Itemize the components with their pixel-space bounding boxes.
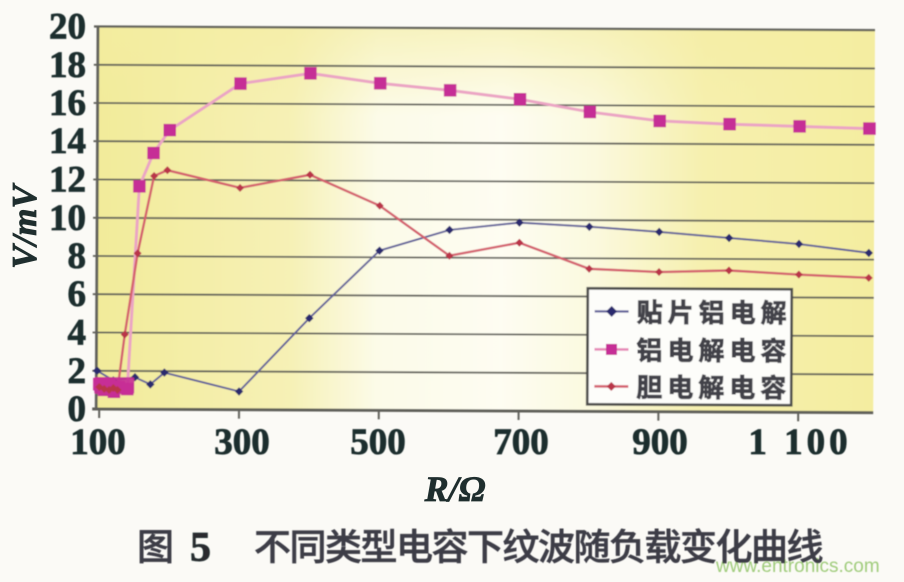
svg-text:8: 8 [68, 236, 87, 277]
svg-text:700: 700 [493, 422, 549, 463]
svg-text:100: 100 [70, 422, 126, 463]
svg-text:18: 18 [49, 45, 86, 86]
svg-text:4: 4 [68, 313, 87, 354]
svg-text:6: 6 [68, 274, 87, 315]
svg-text:10: 10 [49, 198, 86, 239]
svg-text:12: 12 [49, 160, 86, 201]
svg-text:2: 2 [68, 351, 87, 392]
svg-text:R/Ω: R/Ω [424, 469, 486, 509]
svg-text:20: 20 [49, 7, 86, 48]
svg-text:500: 500 [350, 422, 406, 463]
svg-text:1 100: 1 100 [748, 422, 851, 463]
svg-text:V/mV: V/mV [5, 183, 44, 269]
svg-text:14: 14 [49, 121, 86, 162]
svg-text:0: 0 [68, 389, 87, 430]
svg-text:5: 5 [190, 525, 211, 571]
svg-text:16: 16 [49, 83, 86, 124]
svg-text:900: 900 [632, 422, 688, 463]
svg-text:300: 300 [214, 422, 270, 463]
